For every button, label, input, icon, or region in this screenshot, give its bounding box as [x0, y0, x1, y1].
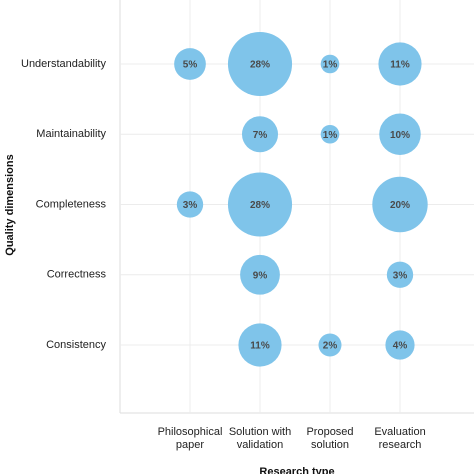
data-label: 9% — [253, 270, 268, 281]
data-label: 7% — [253, 130, 268, 141]
data-label: 1% — [323, 130, 338, 141]
data-label: 4% — [393, 341, 408, 352]
y-tick-label: Consistency — [46, 339, 106, 351]
x-tick-label: Evaluation research — [374, 426, 426, 451]
data-label: 11% — [250, 341, 270, 352]
x-axis-label: Research type — [259, 466, 334, 474]
data-label: 1% — [323, 60, 338, 71]
bubble — [320, 124, 340, 144]
y-tick-label: Completeness — [36, 198, 107, 210]
data-label: 3% — [393, 270, 408, 281]
x-tick-label: Philosophical paper — [157, 426, 223, 451]
data-label: 28% — [250, 60, 270, 71]
bubble — [385, 330, 415, 360]
y-axis-label: Quality dimensions — [4, 154, 16, 255]
data-label: 10% — [390, 130, 410, 141]
data-label: 5% — [183, 60, 198, 71]
data-label: 20% — [390, 200, 410, 211]
bubble — [241, 116, 279, 153]
y-tick-label: Correctness — [47, 269, 107, 281]
bubble — [238, 323, 282, 367]
bubble — [379, 113, 421, 156]
bubble — [372, 176, 428, 233]
bubble — [378, 42, 422, 86]
data-label: 2% — [323, 341, 338, 352]
bubble — [174, 48, 206, 80]
y-tick-label: Maintainability — [36, 128, 106, 140]
data-label: 28% — [250, 200, 270, 211]
bubble — [176, 191, 204, 218]
bubble — [318, 333, 342, 357]
data-label: 3% — [183, 200, 198, 211]
x-tick-label: Solution with validation — [228, 426, 292, 451]
bubble — [240, 254, 280, 295]
bubble — [320, 54, 340, 74]
x-tick-label: Proposed solution — [306, 426, 354, 451]
y-tick-label: Understandability — [21, 58, 106, 70]
bubble — [227, 172, 293, 237]
data-label: 11% — [390, 60, 410, 71]
bubble — [227, 31, 293, 97]
bubble — [386, 261, 414, 288]
